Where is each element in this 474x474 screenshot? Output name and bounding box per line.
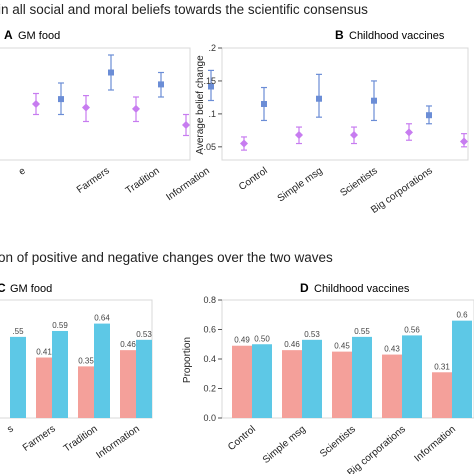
panel-b-point <box>295 130 303 139</box>
panel-b-point <box>426 112 432 119</box>
panel-b-point <box>371 97 377 104</box>
panel-c-bar <box>10 336 26 418</box>
panel-c-bar <box>36 357 52 418</box>
panel-c-bar <box>94 323 110 418</box>
panel-c-bar-label: 0.59 <box>52 321 68 330</box>
panel-a-point <box>182 121 190 129</box>
panel-a-point <box>208 83 214 90</box>
panel-b-point <box>240 139 248 148</box>
panel-d-bar-label: 0.6 <box>456 311 468 320</box>
panel-d-bar-label: 0.45 <box>334 342 350 351</box>
panel-a-point <box>158 81 164 88</box>
panel-c-bar-label: 0.35 <box>78 356 94 365</box>
panel-d-bar <box>382 354 402 418</box>
panel-d-bar-label: 0.43 <box>384 345 400 354</box>
panel-c-bar-label: .55 <box>12 327 24 336</box>
panel-a-letter: A <box>4 28 13 42</box>
panel-d-bar <box>352 336 372 418</box>
top-section-heading: in all social and moral beliefs towards … <box>0 2 368 17</box>
panel-c-bar <box>136 339 152 418</box>
panel-c-bar <box>120 350 136 418</box>
panel-a-point <box>82 103 90 112</box>
panel-c-title: GM food <box>10 283 52 295</box>
panel-b-ytick-label: .05 <box>203 142 216 152</box>
panel-d-bar <box>332 351 352 418</box>
panel-d-xtick: Information <box>413 424 458 465</box>
panel-d-ytick-label: 0.0 <box>203 413 216 423</box>
panel-a-xtick: Tradition <box>124 165 162 196</box>
panel-c-xtick: Farmers <box>21 423 58 453</box>
panel-b-ytick-label: .2 <box>208 43 216 53</box>
panel-d-xtick: Simple msg <box>261 424 308 466</box>
panel-b-ytick-label: .15 <box>203 76 216 86</box>
panel-d-bar-label: 0.49 <box>234 336 250 345</box>
panel-a-frame <box>0 47 191 161</box>
panel-d-bar <box>452 320 472 418</box>
panel-a-point <box>32 100 40 108</box>
panel-d-bar <box>402 335 422 418</box>
panel-d-bar-label: 0.31 <box>434 362 450 371</box>
panel-b-point <box>261 101 267 107</box>
panel-d-bar <box>302 339 322 418</box>
panel-c-xtick: Tradition <box>62 423 100 454</box>
panel-c-xtick: Information <box>94 423 141 461</box>
panel-c-bar <box>78 366 94 418</box>
panel-d-bar <box>252 344 272 418</box>
panel-d-bar <box>282 350 302 418</box>
panel-d-bar-label: 0.50 <box>254 334 270 343</box>
panel-c-bar-label: 0.53 <box>136 330 152 339</box>
panel-d-ytick-label: 0.8 <box>203 295 216 305</box>
panel-d-bar-label: 0.56 <box>404 325 420 334</box>
panel-d-ytick-label: 0.6 <box>203 325 216 335</box>
panel-d-xtick: Scientists <box>318 424 358 460</box>
panel-d-ytick-label: 0.2 <box>203 384 216 394</box>
panel-c-bar-label: 0.64 <box>94 314 110 323</box>
panel-a-point <box>132 104 140 113</box>
panel-a-point <box>108 69 114 76</box>
panel-d-ylabel: Proportion <box>182 337 193 383</box>
panel-d-bar-label: 0.46 <box>284 340 300 349</box>
panel-b-point <box>350 130 358 139</box>
panel-b-point <box>316 95 322 102</box>
panel-c-bar-label: 0.41 <box>36 348 52 357</box>
panel-b-xtick: Control <box>237 165 270 193</box>
panel-b-letter: B <box>335 28 344 42</box>
panel-d-title: Childhood vaccines <box>314 283 410 295</box>
panel-b-point <box>460 137 468 146</box>
panel-b-point <box>405 128 413 137</box>
bottom-section-heading: on of positive and negative changes over… <box>0 250 333 265</box>
panel-a-title: GM food <box>18 30 60 42</box>
panel-a-point <box>58 96 64 103</box>
panel-b-xtick: Simple msg <box>276 165 325 204</box>
panel-d-ytick-label: 0.4 <box>203 354 216 364</box>
panel-c-bar <box>52 330 68 418</box>
panel-d-bar-label: 0.55 <box>354 327 370 336</box>
panel-d-bar-label: 0.53 <box>304 330 320 339</box>
panel-c-xtick: s <box>5 423 15 435</box>
panel-b-frame <box>221 47 469 161</box>
panel-d-letter: D <box>300 281 309 295</box>
panel-d-xtick: Control <box>226 424 258 453</box>
panel-b-ytick-label: .1 <box>208 109 216 119</box>
panel-b-title: Childhood vaccines <box>349 30 445 42</box>
panel-a-xtick: Information <box>164 165 211 203</box>
panel-d-bar <box>432 372 452 418</box>
panel-a-xtick: e <box>17 165 28 177</box>
panel-a-xtick: Farmers <box>75 165 112 195</box>
panel-d-bar <box>232 345 252 418</box>
panel-c-bar-label: 0.46 <box>120 340 136 349</box>
panel-b-xtick: Big corporations <box>369 165 435 215</box>
panel-b-ylabel: Average belief change <box>195 55 206 155</box>
panel-b-xtick: Scientists <box>338 165 379 199</box>
panel-c-letter: C <box>0 281 6 295</box>
